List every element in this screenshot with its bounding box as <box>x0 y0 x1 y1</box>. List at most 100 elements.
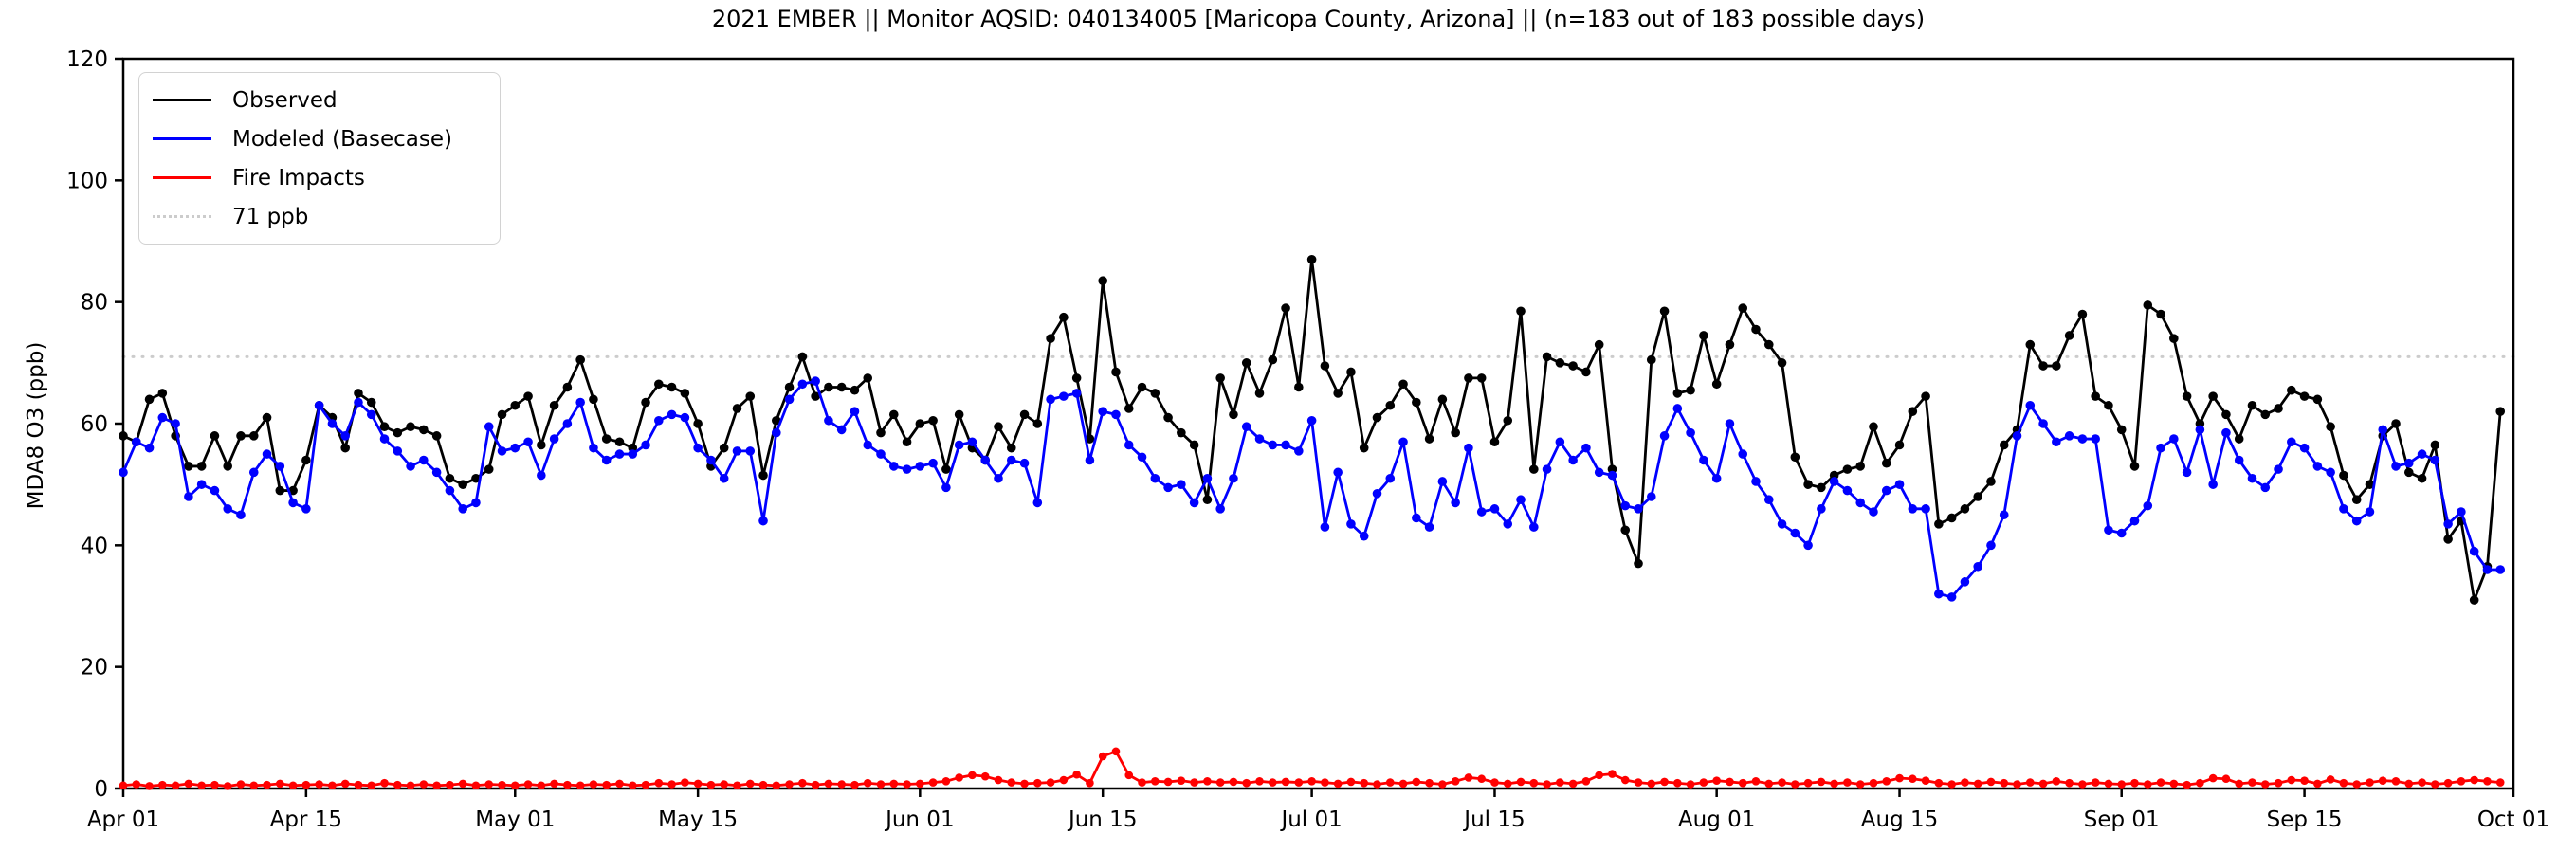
x-tick-label: Sep 01 <box>2084 808 2160 832</box>
fire-impacts-marker <box>2196 778 2204 788</box>
observed-marker <box>471 473 481 483</box>
modeled-basecase-marker <box>732 446 742 456</box>
observed-marker <box>1555 358 1565 368</box>
modeled-basecase-marker <box>1202 473 1213 483</box>
observed-marker <box>2104 400 2113 410</box>
modeled-basecase-marker <box>745 446 756 456</box>
observed-marker <box>732 404 742 413</box>
fire-impacts-marker <box>928 778 938 787</box>
modeled-basecase-marker <box>2443 519 2453 529</box>
observed-marker <box>1215 373 1225 383</box>
modeled-basecase-marker <box>1451 498 1460 508</box>
modeled-basecase-marker <box>641 440 650 450</box>
fire-impacts-marker <box>1843 778 1852 787</box>
observed-marker <box>1725 339 1735 350</box>
fire-impacts-marker <box>824 779 833 789</box>
modeled-basecase-marker <box>836 425 847 435</box>
fire-impacts-marker <box>1046 778 1055 787</box>
observed-marker <box>876 427 886 438</box>
modeled-basecase-marker <box>1699 455 1708 465</box>
observed-marker <box>1489 437 1500 447</box>
observed-marker <box>928 415 938 426</box>
modeled-basecase-marker <box>131 437 141 447</box>
modeled-basecase-marker <box>1098 407 1107 416</box>
observed-marker <box>758 470 768 481</box>
modeled-basecase-marker <box>784 394 795 405</box>
modeled-basecase-marker <box>1372 488 1382 499</box>
fire-impacts-marker <box>1242 778 1251 788</box>
observed-marker <box>2025 339 2036 350</box>
fire-impacts-marker <box>354 780 363 789</box>
observed-marker <box>119 431 128 441</box>
modeled-basecase-marker <box>171 419 180 428</box>
fire-impacts-marker <box>1986 777 1996 787</box>
modeled-basecase-marker <box>1529 522 1539 532</box>
modeled-basecase-marker <box>1711 473 1722 483</box>
observed-marker <box>1202 495 1213 505</box>
modeled-basecase-marker <box>537 470 546 481</box>
observed-marker <box>2417 473 2427 483</box>
observed-marker <box>1071 373 1082 383</box>
modeled-basecase-marker <box>2169 434 2179 444</box>
observed-marker <box>1763 339 1774 350</box>
observed-marker <box>1946 513 1957 523</box>
modeled-basecase-marker <box>2457 507 2466 517</box>
fire-line-swatch <box>153 176 211 179</box>
modeled-basecase-marker <box>1659 431 1670 441</box>
modeled-basecase-marker <box>1881 485 1891 496</box>
observed-marker <box>1437 394 1448 405</box>
fire-impacts-marker <box>1398 779 1408 789</box>
observed-marker <box>589 394 598 405</box>
modeled-basecase-marker <box>1986 540 1996 551</box>
fire-impacts-marker <box>1568 779 1578 789</box>
observed-marker <box>2299 391 2310 401</box>
fire-impacts-marker <box>837 780 846 789</box>
observed-marker <box>2391 419 2401 428</box>
fire-impacts-marker <box>276 779 284 789</box>
observed-marker <box>497 409 507 420</box>
fire-impacts-marker <box>2495 778 2505 787</box>
observed-marker <box>2116 425 2127 435</box>
x-tick-label: Apr 01 <box>87 808 159 832</box>
observed-marker <box>340 443 350 453</box>
fire-impacts-marker <box>419 780 429 789</box>
fire-impacts-marker <box>903 780 911 789</box>
observed-marker <box>1464 373 1473 383</box>
observed-marker <box>1855 462 1866 471</box>
modeled-basecase-marker <box>1150 473 1160 483</box>
fire-impacts-marker <box>2260 780 2270 789</box>
observed-marker <box>2077 309 2088 319</box>
observed-marker <box>1803 480 1813 489</box>
observed-marker <box>2495 407 2506 416</box>
fire-impacts-marker <box>2418 778 2426 787</box>
threshold-line-swatch <box>153 215 211 218</box>
fire-impacts-marker <box>1647 779 1656 789</box>
modeled-basecase-marker <box>1946 592 1957 602</box>
fire-impacts-marker <box>1595 771 1603 780</box>
observed-marker <box>811 391 820 401</box>
fire-impacts-marker <box>1660 777 1669 787</box>
modeled-basecase-marker <box>1085 455 1095 465</box>
fire-impacts-marker <box>2431 780 2439 789</box>
fire-impacts-marker <box>2235 779 2244 789</box>
modeled-basecase-marker <box>915 462 925 471</box>
y-tick-label: 120 <box>66 47 108 72</box>
observed-marker <box>1177 427 1186 438</box>
modeled-basecase-marker <box>2077 434 2088 444</box>
observed-marker <box>1594 339 1604 350</box>
observed-marker <box>1046 334 1055 343</box>
modeled-basecase-marker <box>2326 467 2335 478</box>
fire-impacts-marker <box>2117 780 2127 789</box>
observed-marker <box>1137 382 1147 392</box>
modeled-basecase-marker <box>1137 452 1147 463</box>
fire-impacts-marker <box>589 780 598 789</box>
modeled-basecase-marker <box>2495 565 2506 574</box>
fire-impacts-marker <box>2470 775 2478 785</box>
modeled-basecase-marker <box>1071 389 1082 398</box>
fire-impacts-marker <box>223 782 232 790</box>
modeled-basecase-marker <box>771 427 781 438</box>
observed-marker <box>2274 404 2283 413</box>
fire-impacts-marker <box>171 781 180 790</box>
fire-impacts-marker <box>758 780 768 789</box>
fire-impacts-marker <box>2248 778 2256 787</box>
